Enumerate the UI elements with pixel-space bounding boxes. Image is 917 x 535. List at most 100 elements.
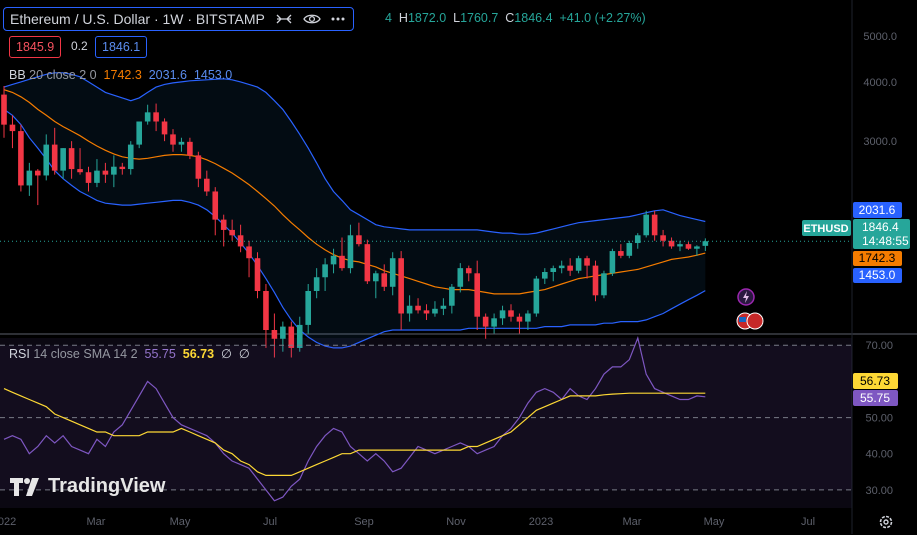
candle-body (51, 144, 58, 171)
rsi-pane-background (0, 338, 852, 508)
bb-lower-price-text: 1453.0 (859, 268, 896, 282)
more-icon[interactable] (331, 17, 345, 21)
rsi-value-price-bg (853, 390, 898, 406)
candle-body (584, 258, 590, 266)
low-label: L (453, 11, 461, 25)
candle-body (381, 273, 388, 287)
high-value: 1872.0 (407, 11, 447, 25)
candle-body (161, 121, 168, 135)
rsi-tick-3: 30.00 (865, 485, 893, 497)
candle-body (389, 258, 396, 287)
countdown-text: 14:48:55 (862, 234, 909, 248)
candle-body (432, 308, 438, 314)
sell-button[interactable]: 1845.9 (9, 36, 62, 58)
candle-body (550, 268, 557, 272)
bb-params: 20 close 2 0 (29, 68, 97, 82)
candle-body (263, 290, 269, 330)
price-tick-1: 4000.0 (863, 77, 897, 89)
candle-body (601, 273, 607, 296)
candle-body (415, 305, 421, 311)
bb-basis-price-text: 1742.3 (859, 251, 896, 265)
candle-body (347, 235, 354, 269)
candle-body (449, 286, 455, 306)
candle-body (542, 271, 548, 279)
candle-body (465, 268, 472, 274)
candle-body (457, 268, 464, 287)
candle-body (254, 258, 261, 291)
candle-body (187, 141, 193, 156)
hide-icon[interactable] (275, 12, 293, 26)
candle-body (127, 144, 134, 170)
candle-body (111, 166, 117, 175)
spread-value: 0.2 (71, 39, 88, 53)
bb-upper-line (3, 72, 706, 235)
buy-button[interactable]: 1846.1 (95, 36, 148, 58)
time-label-4: Sep (354, 516, 374, 528)
candle-body (330, 255, 337, 265)
candle-body (508, 310, 514, 317)
candle-body (280, 326, 286, 339)
candle-body (68, 148, 75, 170)
candle-body (575, 258, 582, 271)
rsi-name: RSI (9, 347, 30, 361)
open-fragment: 4 (385, 11, 392, 25)
candle-body (694, 246, 700, 249)
low-value: 1760.7 (460, 11, 499, 25)
rsi-sma-value: 56.73 (182, 347, 215, 361)
tradingview-logo-icon (10, 477, 39, 496)
candle-body (685, 244, 692, 249)
bb-lower-line (3, 108, 706, 349)
time-label-5: Nov (446, 516, 466, 528)
tradingview-logo-text: TradingView (48, 475, 166, 497)
candle-body (339, 255, 345, 269)
candle-body (533, 278, 540, 314)
candles (1, 86, 709, 358)
ohlc-legend: 4 H1872.0 L1760.7 C1846.4 +41.0 (+2.27%) (385, 11, 646, 25)
close-value: 1846.4 (514, 11, 553, 25)
settings-gear-icon[interactable] (878, 514, 894, 535)
candle-body (296, 324, 303, 348)
candle-body (567, 265, 573, 271)
bb-upper-value: 2031.6 (148, 68, 187, 82)
bb-upper-price-label-bg (853, 202, 902, 218)
rsi-na-1: ∅ (220, 347, 232, 361)
bb-lower-value: 1453.0 (193, 68, 233, 82)
candle-body (94, 170, 100, 183)
candle-body (398, 258, 404, 314)
candle-body (85, 172, 92, 183)
symbol-title-box[interactable]: Ethereum / U.S. Dollar · 1W · BITSTAMP (3, 7, 354, 31)
rsi-params: 14 close SMA 14 2 (33, 347, 138, 361)
candle-body (9, 124, 16, 132)
rsi-legend[interactable]: RSI 14 close SMA 14 2 55.75 56.73 ∅ ∅ (9, 346, 250, 361)
candle-body (288, 326, 295, 348)
bb-upper-price-text: 2031.6 (859, 203, 896, 217)
candle-body (229, 229, 235, 236)
candle-body (474, 273, 480, 317)
candle-body (77, 169, 83, 173)
bb-basis-price-bg (853, 251, 902, 266)
symbol-tag-bg (802, 220, 851, 236)
candle-body (153, 112, 159, 122)
candle-body (60, 148, 66, 171)
price-tick-0: 5000.0 (863, 31, 897, 43)
rsi-line (3, 335, 706, 502)
candle-body (246, 246, 252, 259)
rsi-sma-line (3, 388, 706, 476)
bb-legend[interactable]: BB 20 close 2 0 1742.3 2031.6 1453.0 (9, 68, 232, 82)
candle-body (212, 191, 219, 220)
time-label-2: May (170, 516, 191, 528)
bb-name: BB (9, 68, 26, 82)
lightning-glyph (743, 291, 749, 303)
time-label-0: 2022 (0, 516, 16, 528)
rsi-value-price-text: 55.75 (860, 391, 890, 405)
candle-body (322, 264, 328, 278)
bb-upper-price-label: 2031.6 (853, 202, 902, 218)
eye-icon[interactable] (303, 13, 321, 25)
flag-canton (739, 317, 746, 322)
bb-basis-value: 1742.3 (103, 68, 142, 82)
candle-body (491, 318, 497, 327)
symbol-tag-text: ETHUSD (803, 223, 848, 235)
last-price-text: 1846.4 (862, 220, 899, 234)
tradingview-logo[interactable]: TradingView (10, 475, 165, 498)
